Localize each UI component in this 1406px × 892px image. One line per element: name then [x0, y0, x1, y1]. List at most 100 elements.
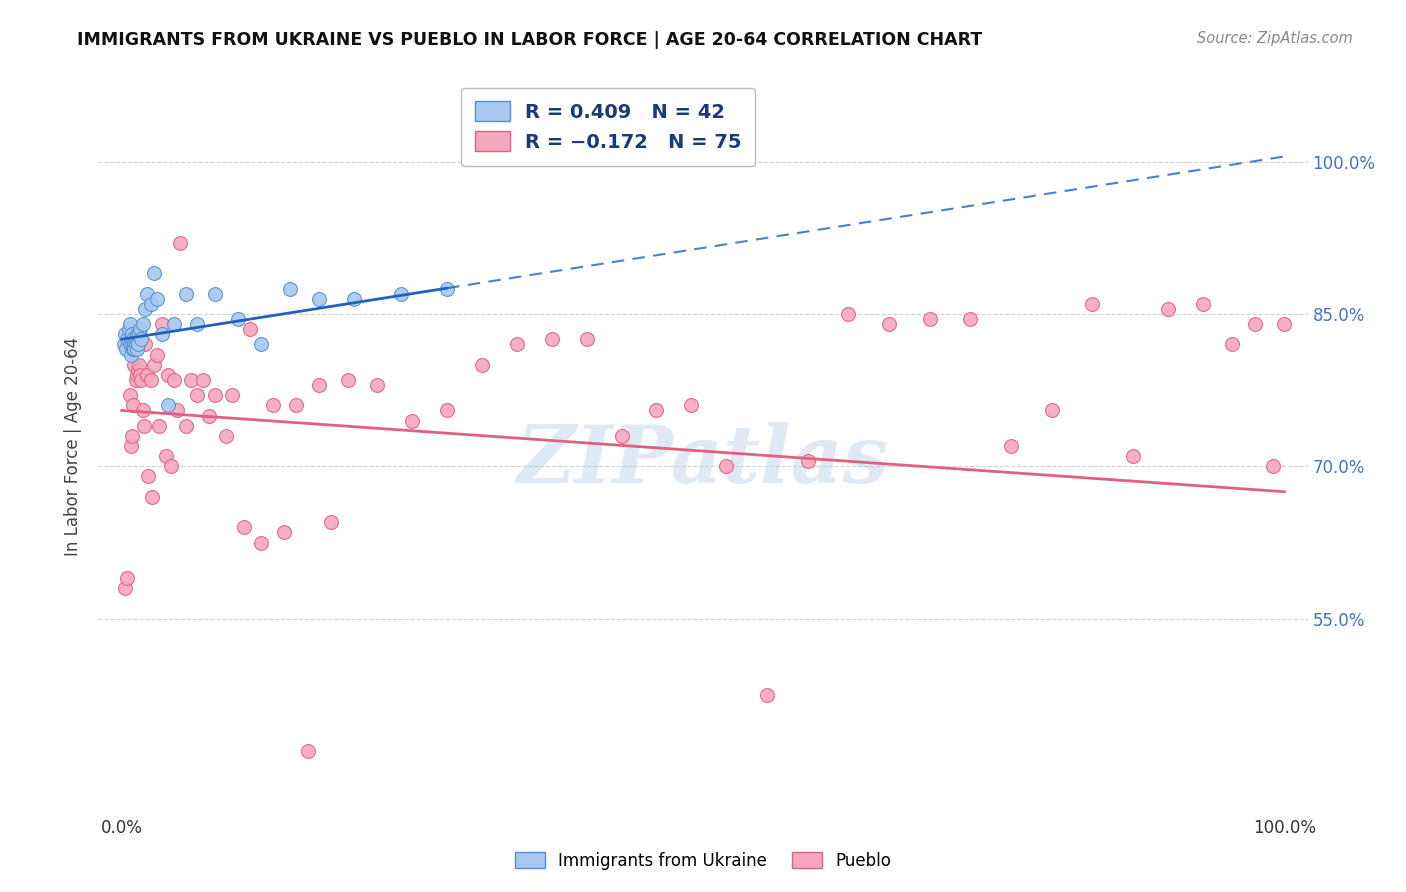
Point: [163, 317, 186, 331]
Point: [118, 322, 141, 336]
Point: [232, 520, 254, 534]
Point: [129, 322, 152, 336]
Point: [134, 301, 156, 316]
Point: [166, 403, 188, 417]
Point: [150, 317, 173, 331]
Point: [540, 332, 562, 346]
Point: [118, 388, 141, 402]
Point: [128, 327, 150, 342]
Point: [143, 266, 166, 280]
Point: [645, 403, 668, 417]
Point: [221, 388, 243, 402]
Point: [124, 332, 146, 346]
Point: [262, 398, 284, 412]
Point: [131, 332, 153, 346]
Point: [127, 337, 149, 351]
Point: [610, 429, 633, 443]
Point: [129, 368, 152, 382]
Y-axis label: In Labor Force | Age 20-64: In Labor Force | Age 20-64: [65, 336, 83, 556]
Point: [506, 337, 529, 351]
Point: [117, 332, 139, 346]
Point: [124, 343, 146, 357]
Point: [186, 317, 208, 331]
Point: [436, 403, 458, 417]
Point: [273, 525, 295, 540]
Point: [1220, 337, 1243, 351]
Point: [136, 286, 159, 301]
Point: [121, 337, 143, 351]
Point: [112, 337, 135, 351]
Point: [118, 317, 141, 331]
Point: [150, 327, 173, 342]
Point: [366, 378, 388, 392]
Point: [128, 358, 150, 372]
Point: [215, 429, 238, 443]
Point: [191, 373, 214, 387]
Point: [148, 418, 170, 433]
Point: [115, 343, 138, 357]
Point: [575, 332, 598, 346]
Point: [1157, 301, 1180, 316]
Point: [138, 469, 160, 483]
Point: [285, 398, 308, 412]
Point: [157, 368, 180, 382]
Point: [131, 373, 153, 387]
Point: [319, 515, 342, 529]
Point: [1040, 403, 1063, 417]
Point: [163, 373, 186, 387]
Point: [1261, 459, 1284, 474]
Point: [180, 373, 202, 387]
Point: [198, 409, 221, 423]
Point: [141, 490, 163, 504]
Point: [124, 337, 146, 351]
Point: [401, 414, 423, 428]
Text: ZIPatlas: ZIPatlas: [517, 422, 889, 500]
Point: [118, 337, 141, 351]
Point: [681, 398, 703, 412]
Point: [136, 368, 159, 382]
Point: [389, 286, 412, 301]
Point: [250, 337, 273, 351]
Point: [125, 327, 148, 342]
Point: [337, 373, 360, 387]
Point: [837, 307, 859, 321]
Point: [139, 297, 162, 311]
Point: [122, 343, 145, 357]
Point: [143, 358, 166, 372]
Point: [120, 332, 142, 346]
Point: [120, 347, 142, 362]
Point: [124, 337, 146, 351]
Point: [121, 327, 143, 342]
Point: [122, 332, 145, 346]
Point: [959, 312, 981, 326]
Point: [436, 281, 458, 295]
Point: [157, 398, 180, 412]
Point: [145, 347, 167, 362]
Point: [145, 292, 167, 306]
Point: [1081, 297, 1104, 311]
Point: [125, 368, 148, 382]
Point: [139, 373, 162, 387]
Legend: Immigrants from Ukraine, Pueblo: Immigrants from Ukraine, Pueblo: [508, 846, 898, 877]
Point: [132, 418, 155, 433]
Point: [122, 398, 145, 412]
Point: [471, 358, 494, 372]
Point: [1000, 439, 1022, 453]
Text: IMMIGRANTS FROM UKRAINE VS PUEBLO IN LABOR FORCE | AGE 20-64 CORRELATION CHART: IMMIGRANTS FROM UKRAINE VS PUEBLO IN LAB…: [77, 31, 983, 49]
Point: [1192, 297, 1215, 311]
Point: [124, 358, 146, 372]
Point: [204, 388, 226, 402]
Point: [117, 571, 139, 585]
Point: [131, 403, 153, 417]
Point: [755, 688, 778, 702]
Point: [155, 449, 177, 463]
Point: [918, 312, 941, 326]
Point: [278, 281, 301, 295]
Point: [120, 439, 142, 453]
Point: [134, 337, 156, 351]
Point: [1272, 317, 1295, 331]
Point: [169, 235, 191, 250]
Legend: R = 0.409   N = 42, R = −0.172   N = 75: R = 0.409 N = 42, R = −0.172 N = 75: [461, 87, 755, 166]
Point: [1122, 449, 1144, 463]
Point: [174, 418, 197, 433]
